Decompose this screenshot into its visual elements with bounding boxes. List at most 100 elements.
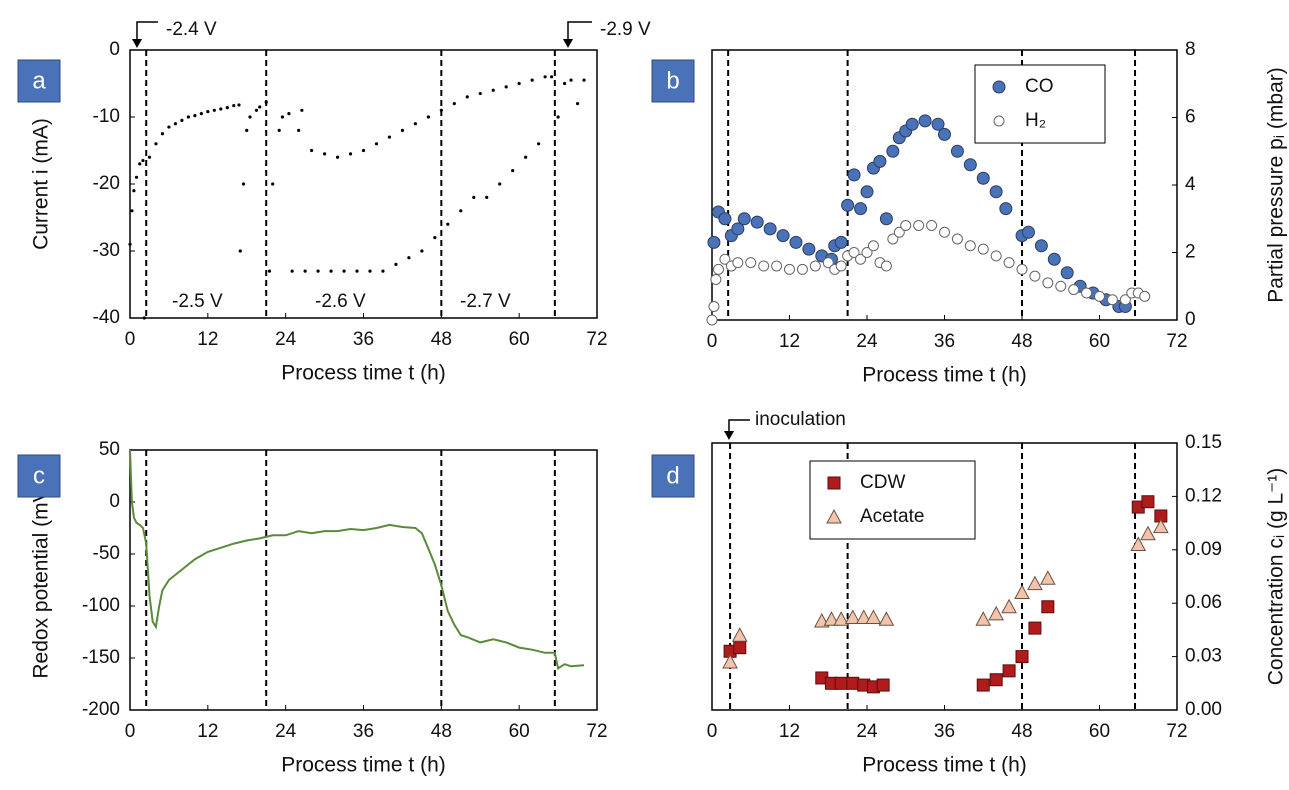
- data-point: [485, 195, 489, 199]
- data-point: [132, 189, 136, 193]
- data-point: [238, 249, 242, 253]
- x-tick-label: 24: [275, 329, 297, 350]
- y-axis-label: Redox potential (mV): [30, 481, 53, 678]
- data-point: [1153, 518, 1169, 534]
- data-point: [737, 212, 751, 226]
- data-point: [478, 91, 482, 96]
- y-axis-label: Partial pressure pᵢ (mbar): [1265, 67, 1288, 303]
- data-point: [846, 676, 860, 690]
- y-tick-label: 0.03: [1185, 646, 1222, 667]
- data-point: [834, 235, 848, 249]
- data-point: [1028, 621, 1042, 635]
- plot-frame: [129, 49, 598, 319]
- y-tick-label: 4: [1185, 174, 1196, 195]
- data-point: [706, 314, 718, 326]
- data-point: [887, 233, 899, 245]
- data-point: [248, 115, 252, 119]
- data-point: [823, 611, 840, 626]
- data-point: [988, 605, 1005, 621]
- data-point: [964, 240, 976, 252]
- data-point: [848, 247, 860, 258]
- data-point: [537, 142, 541, 146]
- y-tick-label: -30: [93, 240, 120, 261]
- data-point: [219, 107, 223, 111]
- y-tick-label: 0.09: [1185, 539, 1222, 560]
- x-tick-label: 60: [1089, 721, 1110, 742]
- data-point: [394, 262, 398, 266]
- panel: 0 12 24 36 48 60 72 -200 -150 -100 -50 0 50 Process t…: [17, 439, 608, 777]
- data-point: [1060, 266, 1074, 280]
- data-point: [1130, 536, 1147, 551]
- data-point: [1014, 584, 1030, 600]
- y-tick-label: 6: [1185, 107, 1196, 128]
- data-point: [826, 508, 842, 524]
- panel-label: b: [666, 67, 679, 94]
- data-point: [878, 611, 895, 626]
- data-point: [504, 85, 508, 89]
- data-point: [1021, 225, 1035, 239]
- data-point: [854, 202, 868, 216]
- data-point: [847, 168, 861, 182]
- annotation: -2.6 V: [315, 291, 366, 312]
- data-point: [844, 609, 861, 624]
- data-point: [861, 247, 873, 258]
- annotation: -2.4 V: [166, 19, 217, 40]
- data-point: [976, 171, 990, 185]
- data-point: [905, 117, 919, 131]
- x-tick-label: 60: [509, 721, 530, 742]
- y-tick-label: -10: [93, 106, 120, 127]
- data-point: [254, 108, 259, 112]
- data-point: [452, 102, 456, 106]
- data-point: [999, 202, 1013, 216]
- x-axis-label: Process time t (h): [862, 364, 1027, 387]
- annotation: -2.7 V: [460, 291, 511, 312]
- y-tick-label: 0.06: [1185, 592, 1222, 613]
- y-tick-label: 8: [1185, 39, 1196, 60]
- data-point: [880, 260, 892, 272]
- x-tick-label: 60: [1089, 331, 1110, 352]
- data-point: [241, 182, 246, 186]
- data-point: [368, 269, 372, 273]
- data-point: [710, 274, 722, 285]
- data-point: [893, 226, 905, 238]
- panel-label: c: [33, 462, 45, 489]
- data-point: [128, 242, 132, 246]
- data-point: [562, 81, 567, 86]
- data-point: [264, 100, 268, 104]
- data-point: [142, 316, 146, 320]
- data-point: [745, 257, 757, 269]
- data-point: [186, 115, 190, 119]
- data-point: [841, 198, 855, 212]
- data-point: [990, 250, 1002, 262]
- data-point: [833, 611, 850, 626]
- panel-label: a: [32, 67, 46, 94]
- data-point: [1039, 570, 1056, 585]
- y-tick-label: -50: [93, 543, 120, 564]
- data-point: [1016, 263, 1028, 275]
- y-tick-label: -20: [93, 173, 120, 194]
- data-point: [400, 128, 405, 132]
- data-point: [245, 128, 249, 132]
- y-tick-label: -100: [82, 595, 120, 616]
- data-point: [900, 220, 912, 231]
- data-point: [758, 260, 770, 272]
- data-point: [708, 301, 720, 312]
- x-tick-label: 12: [779, 331, 800, 352]
- x-tick-label: 36: [353, 329, 374, 350]
- x-tick-label: 72: [586, 721, 607, 742]
- data-point: [322, 152, 327, 156]
- data-point: [1055, 280, 1067, 292]
- x-tick-label: 48: [1011, 721, 1032, 742]
- x-tick-label: 36: [353, 721, 374, 742]
- data-point: [549, 75, 554, 79]
- data-point: [297, 128, 301, 132]
- data-point: [147, 155, 152, 159]
- data-point: [993, 115, 1005, 127]
- x-tick-label: 12: [779, 721, 800, 742]
- data-point: [1141, 495, 1155, 509]
- data-point: [886, 144, 900, 158]
- x-tick-label: 72: [1166, 721, 1187, 742]
- data-point: [1042, 277, 1054, 289]
- data-point: [733, 641, 747, 655]
